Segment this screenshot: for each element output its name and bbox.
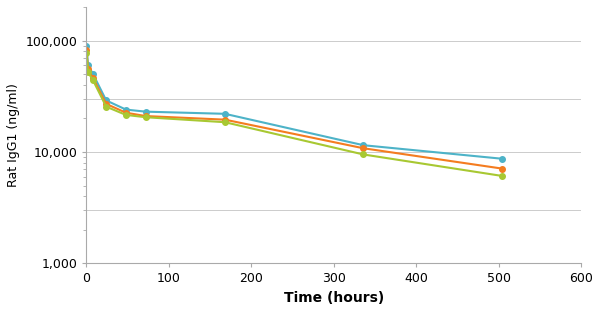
- Rat 1: [85, 63, 92, 67]
- Rat 1: [360, 143, 367, 147]
- Rat 2: [221, 118, 229, 122]
- Rat 1: [89, 72, 97, 76]
- Rat 2: [499, 167, 506, 170]
- X-axis label: Time (hours): Time (hours): [284, 291, 384, 305]
- Line: Rat 3: Rat 3: [83, 50, 505, 179]
- Rat 2: [83, 48, 90, 51]
- Rat 1: [83, 44, 90, 47]
- Rat 1: [103, 99, 110, 102]
- Rat 3: [360, 153, 367, 156]
- Rat 3: [499, 174, 506, 178]
- Rat 1: [142, 110, 149, 114]
- Rat 2: [85, 68, 92, 71]
- Line: Rat 1: Rat 1: [83, 43, 505, 162]
- Rat 3: [89, 78, 97, 82]
- Rat 1: [122, 108, 130, 111]
- Rat 2: [89, 76, 97, 80]
- Rat 2: [142, 114, 149, 118]
- Rat 2: [103, 102, 110, 106]
- Rat 1: [499, 157, 506, 161]
- Rat 3: [103, 105, 110, 109]
- Rat 3: [142, 115, 149, 119]
- Line: Rat 2: Rat 2: [83, 47, 505, 171]
- Rat 3: [85, 70, 92, 74]
- Rat 2: [122, 111, 130, 115]
- Rat 3: [221, 120, 229, 124]
- Rat 3: [122, 113, 130, 117]
- Rat 1: [221, 112, 229, 116]
- Rat 3: [83, 51, 90, 54]
- Y-axis label: Rat IgG1 (ng/ml): Rat IgG1 (ng/ml): [7, 83, 20, 187]
- Rat 2: [360, 146, 367, 150]
